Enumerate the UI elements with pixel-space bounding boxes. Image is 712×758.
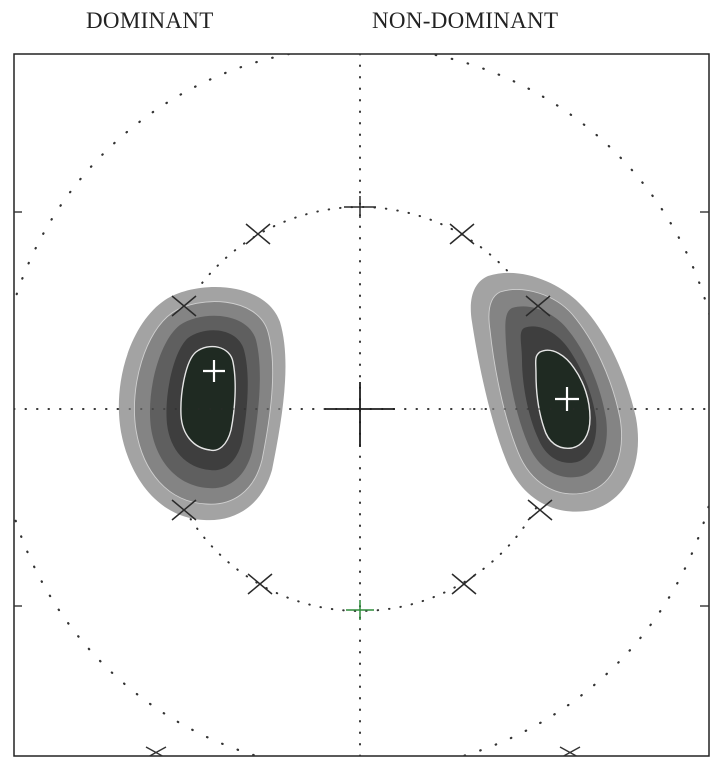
inner-x-mark-mid-upper-left <box>171 295 197 317</box>
inner-x-mark-mid-upper-right <box>525 295 551 317</box>
dominant-density-lobe <box>118 287 286 521</box>
inner-x-mark-lower-right <box>451 573 477 595</box>
inner-x-mark-mid-lower-right <box>527 499 553 521</box>
non-dominant-density-peak-marker <box>555 387 579 411</box>
center-cross <box>325 382 395 447</box>
dominant-contour-level-5 <box>180 346 236 451</box>
plot-frame <box>13 53 710 757</box>
inner-tick-top <box>344 196 376 218</box>
dominant-density-peak-marker <box>203 360 225 382</box>
outer-x-mark-bottom-right <box>559 746 581 756</box>
inner-x-mark-upper-right <box>449 223 475 245</box>
inner-x-mark-mid-lower-left <box>171 499 197 521</box>
non-dominant-density-lobe <box>470 272 639 512</box>
dominant-contour-line-inner <box>180 345 236 452</box>
non-dominant-contour-line-outer <box>488 289 622 495</box>
dominant-contour-line-outer <box>133 301 274 505</box>
non-dominant-label: NON-DOMINANT <box>372 8 559 33</box>
inner-x-mark-upper-left <box>245 223 271 245</box>
outer-x-mark-bottom-left <box>145 746 167 756</box>
inner-x-mark-lower-left <box>247 573 273 595</box>
non-dominant-contour-line-inner <box>534 349 591 449</box>
inner-tick-bottom <box>346 600 374 620</box>
dominant-label: DOMINANT <box>86 8 214 33</box>
